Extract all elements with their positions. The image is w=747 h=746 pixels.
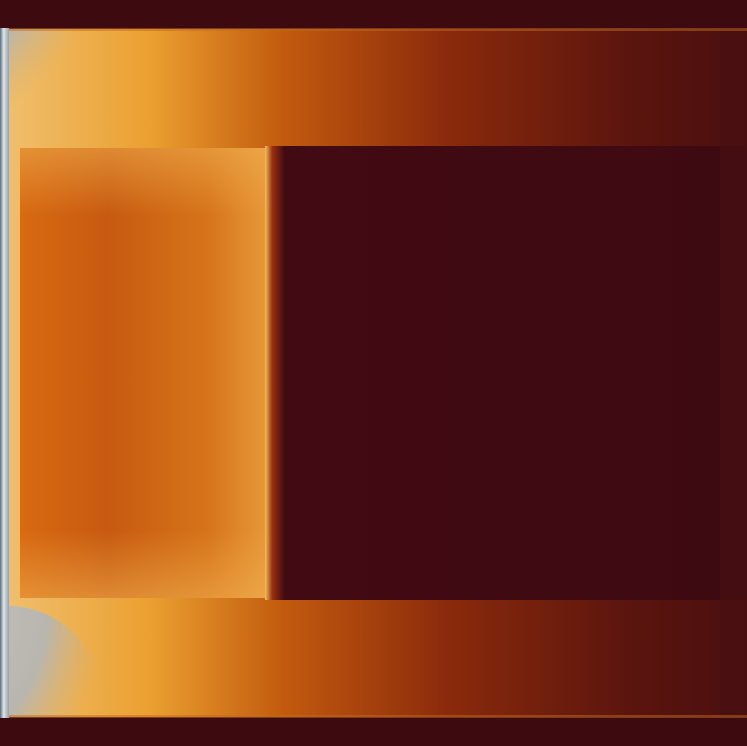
- top-wall: [0, 0, 747, 29]
- bottom-wall-edge: [0, 715, 747, 718]
- bottom-wall: [0, 717, 747, 746]
- hot-zone-top: [0, 0, 108, 140]
- cavity-shear: [20, 148, 270, 598]
- outlet: [720, 28, 747, 718]
- inlet-wall: [0, 28, 9, 718]
- hot-zone-bottom: [0, 606, 108, 746]
- solid-block: [265, 146, 747, 600]
- top-wall-edge: [0, 28, 747, 31]
